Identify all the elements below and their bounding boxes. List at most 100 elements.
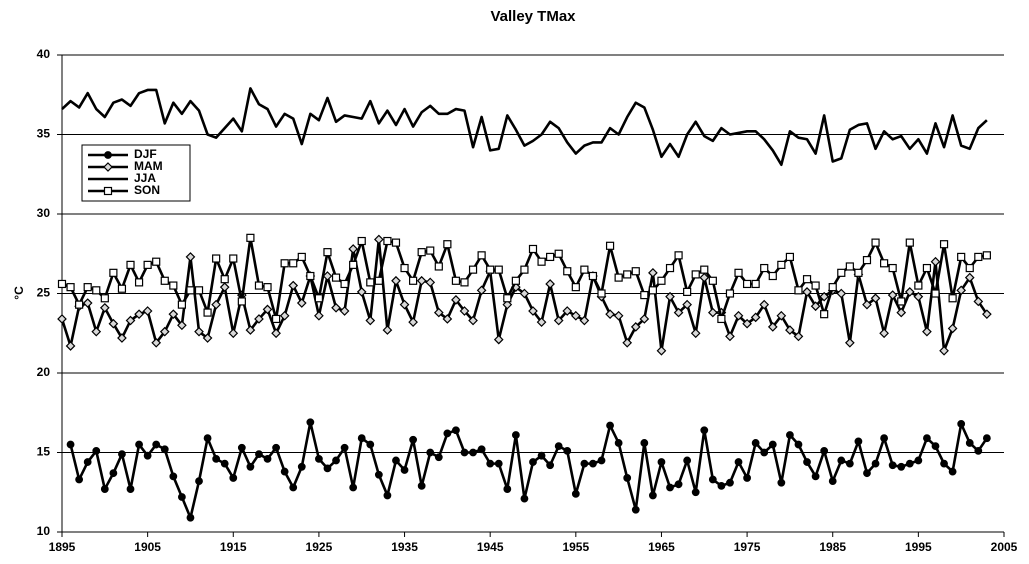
point: [195, 477, 203, 486]
point: [160, 276, 169, 285]
point: [100, 485, 109, 493]
point: [477, 251, 486, 260]
point: [177, 493, 186, 501]
point: [691, 270, 700, 279]
point: [922, 263, 932, 273]
point: [426, 246, 435, 255]
point: [904, 287, 915, 297]
point: [289, 259, 298, 268]
point: [802, 275, 812, 284]
point: [263, 454, 272, 463]
point: [871, 238, 880, 247]
point: [365, 315, 376, 326]
point: [529, 458, 537, 466]
point: [109, 469, 118, 478]
point: [169, 472, 178, 481]
point: [104, 151, 112, 159]
x-tick-label: 1955: [562, 540, 589, 554]
point: [708, 276, 717, 285]
point: [717, 314, 726, 324]
point: [605, 241, 615, 250]
point: [262, 304, 273, 315]
point: [297, 462, 306, 471]
point: [142, 306, 153, 316]
point: [135, 440, 143, 449]
point: [306, 271, 315, 281]
point: [546, 252, 555, 262]
point: [220, 275, 229, 284]
point: [870, 293, 881, 304]
point: [648, 267, 658, 278]
point: [109, 268, 118, 277]
point: [666, 483, 674, 492]
point: [734, 268, 743, 277]
point: [742, 279, 752, 289]
point: [820, 310, 829, 319]
point: [143, 451, 152, 460]
legend-text: MAM: [134, 159, 163, 173]
point: [391, 238, 401, 247]
point: [245, 325, 256, 335]
point: [948, 294, 957, 303]
point: [887, 290, 898, 300]
point: [409, 435, 418, 444]
point: [588, 271, 598, 281]
point: [91, 326, 102, 337]
point: [426, 448, 435, 457]
x-tick-label: 1935: [391, 540, 418, 554]
point: [957, 419, 966, 428]
point: [914, 281, 923, 290]
point: [366, 278, 375, 287]
point: [639, 314, 650, 324]
point: [862, 299, 872, 310]
point: [759, 299, 770, 310]
point: [503, 294, 512, 303]
point: [888, 461, 897, 470]
point: [606, 421, 614, 430]
point: [570, 310, 581, 321]
point: [939, 240, 949, 249]
point: [186, 286, 195, 295]
point: [134, 278, 144, 287]
point: [674, 480, 683, 489]
point: [631, 267, 640, 276]
point: [331, 273, 341, 282]
point: [811, 472, 820, 481]
point: [974, 252, 983, 262]
point: [306, 418, 315, 427]
point: [657, 458, 666, 466]
point: [640, 439, 649, 447]
point: [707, 307, 718, 318]
point: [580, 459, 589, 468]
point: [92, 447, 101, 455]
y-axis-label: °C: [12, 286, 26, 300]
point: [494, 459, 503, 468]
point: [691, 488, 700, 497]
point: [126, 485, 135, 493]
point: [442, 314, 453, 324]
x-tick-label: 2005: [991, 540, 1018, 554]
point: [254, 281, 264, 290]
point: [92, 286, 101, 295]
y-tick-label: 10: [37, 524, 51, 538]
point: [383, 236, 392, 246]
point: [57, 279, 67, 289]
point: [469, 448, 477, 457]
point: [837, 268, 846, 277]
point: [828, 283, 837, 292]
y-tick-label: 20: [37, 365, 51, 379]
point: [494, 265, 503, 274]
point: [897, 462, 906, 471]
point: [460, 278, 469, 287]
point: [571, 489, 580, 498]
point: [725, 331, 735, 342]
x-tick-label: 1965: [648, 540, 675, 554]
point: [700, 426, 709, 435]
point: [366, 440, 375, 449]
point: [605, 309, 615, 320]
point: [622, 337, 633, 348]
point: [956, 285, 967, 296]
point: [579, 315, 590, 326]
point: [452, 426, 460, 435]
point: [417, 248, 426, 257]
